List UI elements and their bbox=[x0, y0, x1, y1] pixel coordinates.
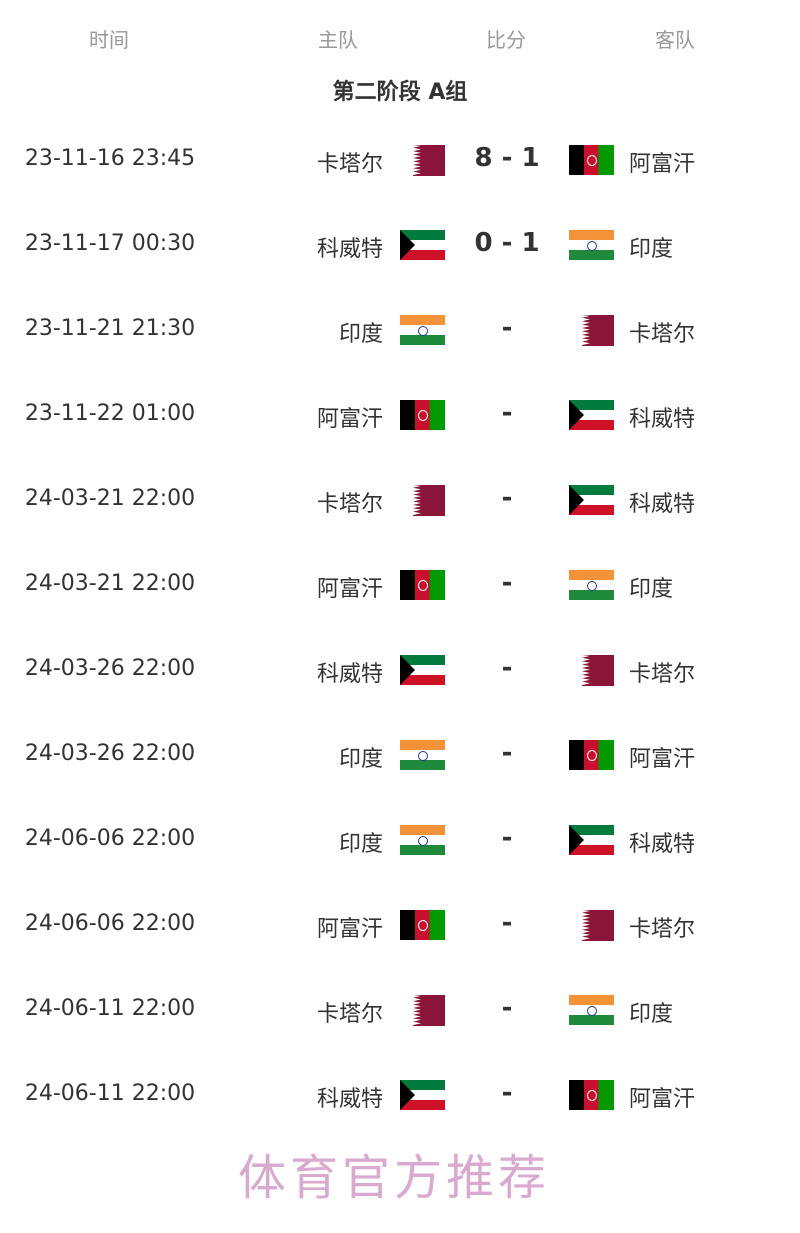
away-team: 印度 bbox=[629, 577, 674, 602]
away-team: 卡塔尔 bbox=[629, 662, 696, 687]
match-score: - bbox=[501, 398, 513, 428]
match-row[interactable]: 23-11-17 00:30 科威特 0 - 1 印度 bbox=[0, 225, 800, 265]
match-time: 23-11-16 23:45 bbox=[24, 146, 196, 171]
match-row[interactable]: 23-11-22 01:00 阿富汗 - 科威特 bbox=[0, 395, 800, 435]
match-score: - bbox=[501, 993, 513, 1023]
match-row[interactable]: 24-03-26 22:00 印度 - 阿富汗 bbox=[0, 735, 800, 775]
home-team: 科威特 bbox=[316, 1087, 383, 1112]
home-team: 科威特 bbox=[316, 662, 383, 687]
header-time: 时间 bbox=[89, 28, 129, 52]
away-team: 阿富汗 bbox=[629, 152, 696, 177]
match-row[interactable]: 23-11-21 21:30 印度 - 卡塔尔 bbox=[0, 310, 800, 350]
match-time: 24-06-11 22:00 bbox=[24, 996, 196, 1021]
match-row[interactable]: 24-03-21 22:00 阿富汗 - 印度 bbox=[0, 565, 800, 605]
match-score: 8 - 1 bbox=[474, 143, 540, 173]
match-row[interactable]: 24-03-26 22:00 科威特 - 卡塔尔 bbox=[0, 650, 800, 690]
home-team: 印度 bbox=[338, 832, 383, 857]
match-score: - bbox=[501, 1078, 513, 1108]
away-team: 印度 bbox=[629, 1002, 674, 1027]
match-time: 23-11-21 21:30 bbox=[24, 316, 196, 341]
match-score: - bbox=[501, 653, 513, 683]
home-team: 卡塔尔 bbox=[316, 492, 383, 517]
away-team: 科威特 bbox=[629, 492, 696, 517]
home-team: 印度 bbox=[338, 322, 383, 347]
header-score: 比分 bbox=[486, 28, 526, 52]
match-score: 0 - 1 bbox=[474, 228, 540, 258]
match-row[interactable]: 24-03-21 22:00 卡塔尔 - 科威特 bbox=[0, 480, 800, 520]
header-away: 客队 bbox=[655, 28, 695, 52]
match-row[interactable]: 24-06-11 22:00 科威特 - 阿富汗 bbox=[0, 1075, 800, 1115]
header-home: 主队 bbox=[318, 28, 358, 52]
group-title: 第二阶段 A组 bbox=[332, 80, 468, 105]
match-time: 24-03-26 22:00 bbox=[24, 656, 196, 681]
home-team: 卡塔尔 bbox=[316, 152, 383, 177]
match-score: - bbox=[501, 738, 513, 768]
match-row[interactable]: 24-06-06 22:00 印度 - 科威特 bbox=[0, 820, 800, 860]
home-team: 卡塔尔 bbox=[316, 1002, 383, 1027]
match-time: 24-06-06 22:00 bbox=[24, 826, 196, 851]
match-score: - bbox=[501, 908, 513, 938]
match-row[interactable]: 23-11-16 23:45 卡塔尔 8 - 1 阿富汗 bbox=[0, 140, 800, 180]
away-team: 印度 bbox=[629, 237, 674, 262]
match-time: 23-11-22 01:00 bbox=[24, 401, 196, 426]
match-row[interactable]: 24-06-11 22:00 卡塔尔 - 印度 bbox=[0, 990, 800, 1030]
match-score: - bbox=[501, 568, 513, 598]
away-team: 阿富汗 bbox=[629, 747, 696, 772]
match-score: - bbox=[501, 483, 513, 513]
away-team: 阿富汗 bbox=[629, 1087, 696, 1112]
home-team: 科威特 bbox=[316, 237, 383, 262]
match-time: 24-06-11 22:00 bbox=[24, 1081, 196, 1106]
match-score: - bbox=[501, 823, 513, 853]
away-team: 科威特 bbox=[629, 407, 696, 432]
home-team: 印度 bbox=[338, 747, 383, 772]
match-time: 24-03-21 22:00 bbox=[24, 571, 196, 596]
match-score: - bbox=[501, 313, 513, 343]
home-team: 阿富汗 bbox=[316, 577, 383, 602]
match-time: 24-03-26 22:00 bbox=[24, 741, 196, 766]
away-team: 卡塔尔 bbox=[629, 322, 696, 347]
match-time: 24-03-21 22:00 bbox=[24, 486, 196, 511]
home-team: 阿富汗 bbox=[316, 407, 383, 432]
home-team: 阿富汗 bbox=[316, 917, 383, 942]
away-team: 卡塔尔 bbox=[629, 917, 696, 942]
watermark: 体育官方推荐 bbox=[238, 1150, 551, 1206]
match-time: 24-06-06 22:00 bbox=[24, 911, 196, 936]
match-time: 23-11-17 00:30 bbox=[24, 231, 196, 256]
away-team: 科威特 bbox=[629, 832, 696, 857]
match-row[interactable]: 24-06-06 22:00 阿富汗 - 卡塔尔 bbox=[0, 905, 800, 945]
